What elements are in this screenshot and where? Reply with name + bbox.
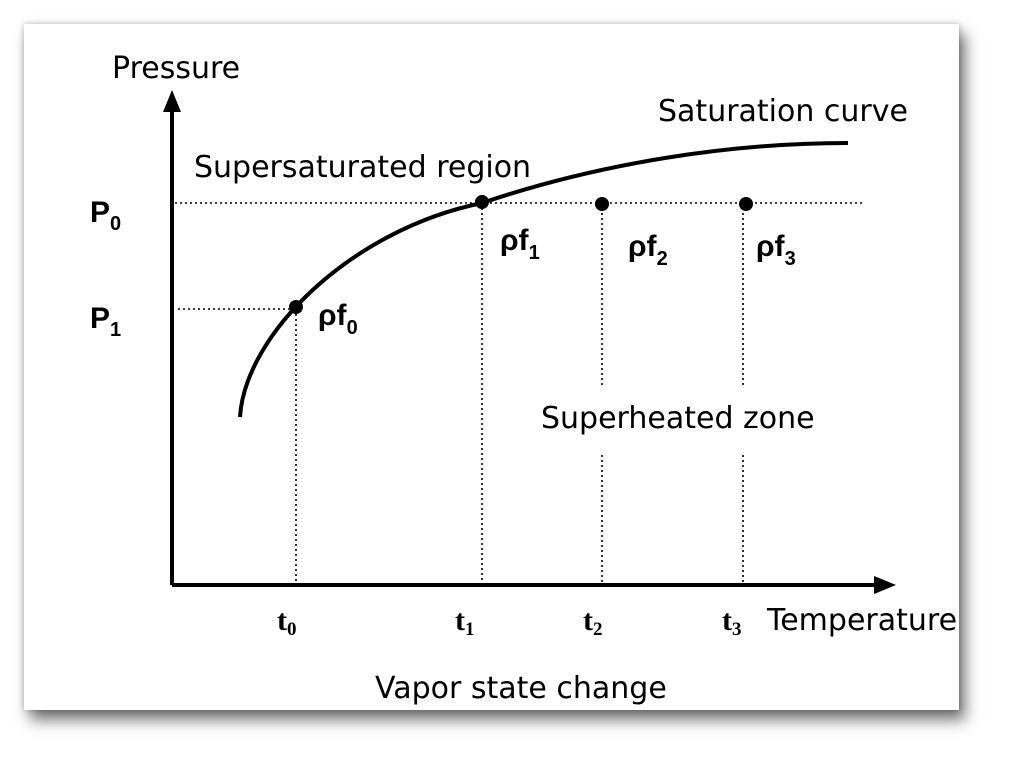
state-point-1: [475, 195, 489, 209]
temperature-tick-t0: t0: [277, 604, 297, 640]
vapor-state-diagram: Pressure Temperature Saturation curve Su…: [90, 51, 957, 706]
pressure-label-p0: P0: [90, 196, 121, 235]
temperature-tick-t1: t1: [455, 604, 475, 640]
diagram-card: Pressure Temperature Saturation curve Su…: [24, 24, 959, 710]
pressure-label-p1: P1: [90, 302, 121, 341]
point-label-1: ρf1: [500, 224, 540, 264]
x-axis-arrowhead: [874, 576, 896, 594]
superheated-zone-label: Superheated zone: [541, 401, 815, 436]
y-axis-arrowhead: [163, 90, 181, 112]
y-axis-label: Pressure: [112, 51, 240, 86]
state-point-0: [289, 300, 303, 314]
diagram-caption: Vapor state change: [375, 671, 667, 706]
point-label-0: ρf0: [318, 299, 358, 339]
saturation-curve-label: Saturation curve: [658, 94, 908, 129]
point-label-2: ρf2: [628, 230, 668, 270]
state-point-2: [595, 197, 609, 211]
point-label-3: ρf3: [756, 230, 796, 270]
temperature-tick-t2: t2: [583, 604, 603, 640]
x-axis-label: Temperature: [766, 603, 957, 638]
temperature-tick-t3: t3: [722, 604, 742, 640]
state-point-3: [739, 197, 753, 211]
supersaturated-region-label: Supersaturated region: [194, 150, 531, 185]
